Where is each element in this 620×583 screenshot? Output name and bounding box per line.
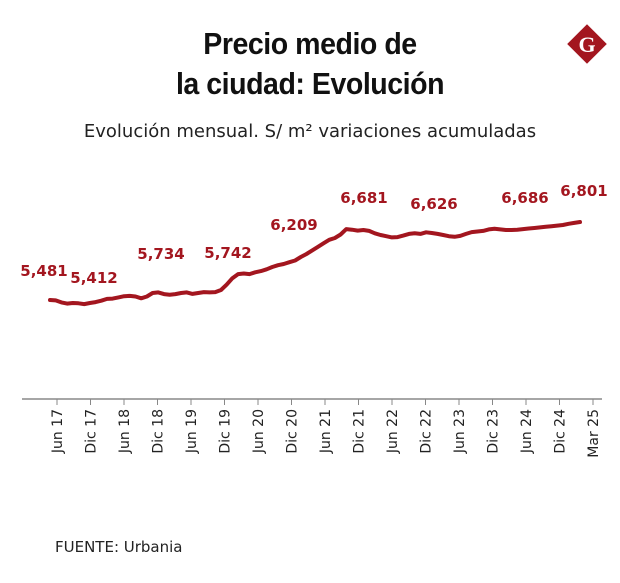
- x-tick-label: Jun 17: [50, 409, 66, 454]
- data-label: 6,626: [410, 195, 457, 213]
- x-tick-label: Jun 24: [519, 409, 535, 454]
- x-tick-label: Jun 21: [318, 409, 334, 454]
- x-tick-label: Dic 19: [218, 409, 234, 454]
- data-label: 6,681: [340, 189, 387, 207]
- chart-title-line-2: la ciudad: Evolución: [175, 66, 445, 101]
- x-tick-label: Dic 17: [84, 409, 100, 454]
- x-tick-label: Jun 22: [385, 409, 401, 454]
- chart-title-line-1: Precio medio de: [203, 26, 417, 61]
- data-label: 6,209: [270, 216, 317, 234]
- x-tick-label: Jun 18: [117, 409, 133, 454]
- x-tick-label: Dic 18: [151, 409, 167, 454]
- data-label: 5,734: [137, 245, 184, 263]
- x-tick-label: Mar 25: [586, 409, 602, 458]
- x-tick-label: Jun 20: [251, 409, 267, 454]
- source-note: FUENTE: Urbania: [55, 538, 183, 556]
- brand-logo-icon: G: [567, 24, 607, 64]
- x-tick-label: Dic 20: [285, 409, 301, 454]
- data-label: 5,412: [70, 269, 117, 287]
- data-label: 5,481: [20, 262, 67, 280]
- x-tick-label: Dic 22: [419, 409, 435, 454]
- data-label: 6,686: [501, 189, 548, 207]
- x-tick-label: Dic 21: [352, 409, 368, 454]
- chart-subtitle: Evolución mensual. S/ m² variaciones acu…: [83, 121, 537, 142]
- data-label: 6,801: [560, 182, 607, 200]
- x-tick-label: Jun 23: [452, 409, 468, 454]
- svg-text:G: G: [578, 32, 595, 57]
- x-tick-label: Dic 23: [486, 409, 502, 454]
- x-tick-label: Dic 24: [553, 409, 569, 454]
- data-label: 5,742: [204, 244, 251, 262]
- price-series-line: [48, 220, 582, 307]
- x-tick-label: Jun 19: [184, 409, 200, 454]
